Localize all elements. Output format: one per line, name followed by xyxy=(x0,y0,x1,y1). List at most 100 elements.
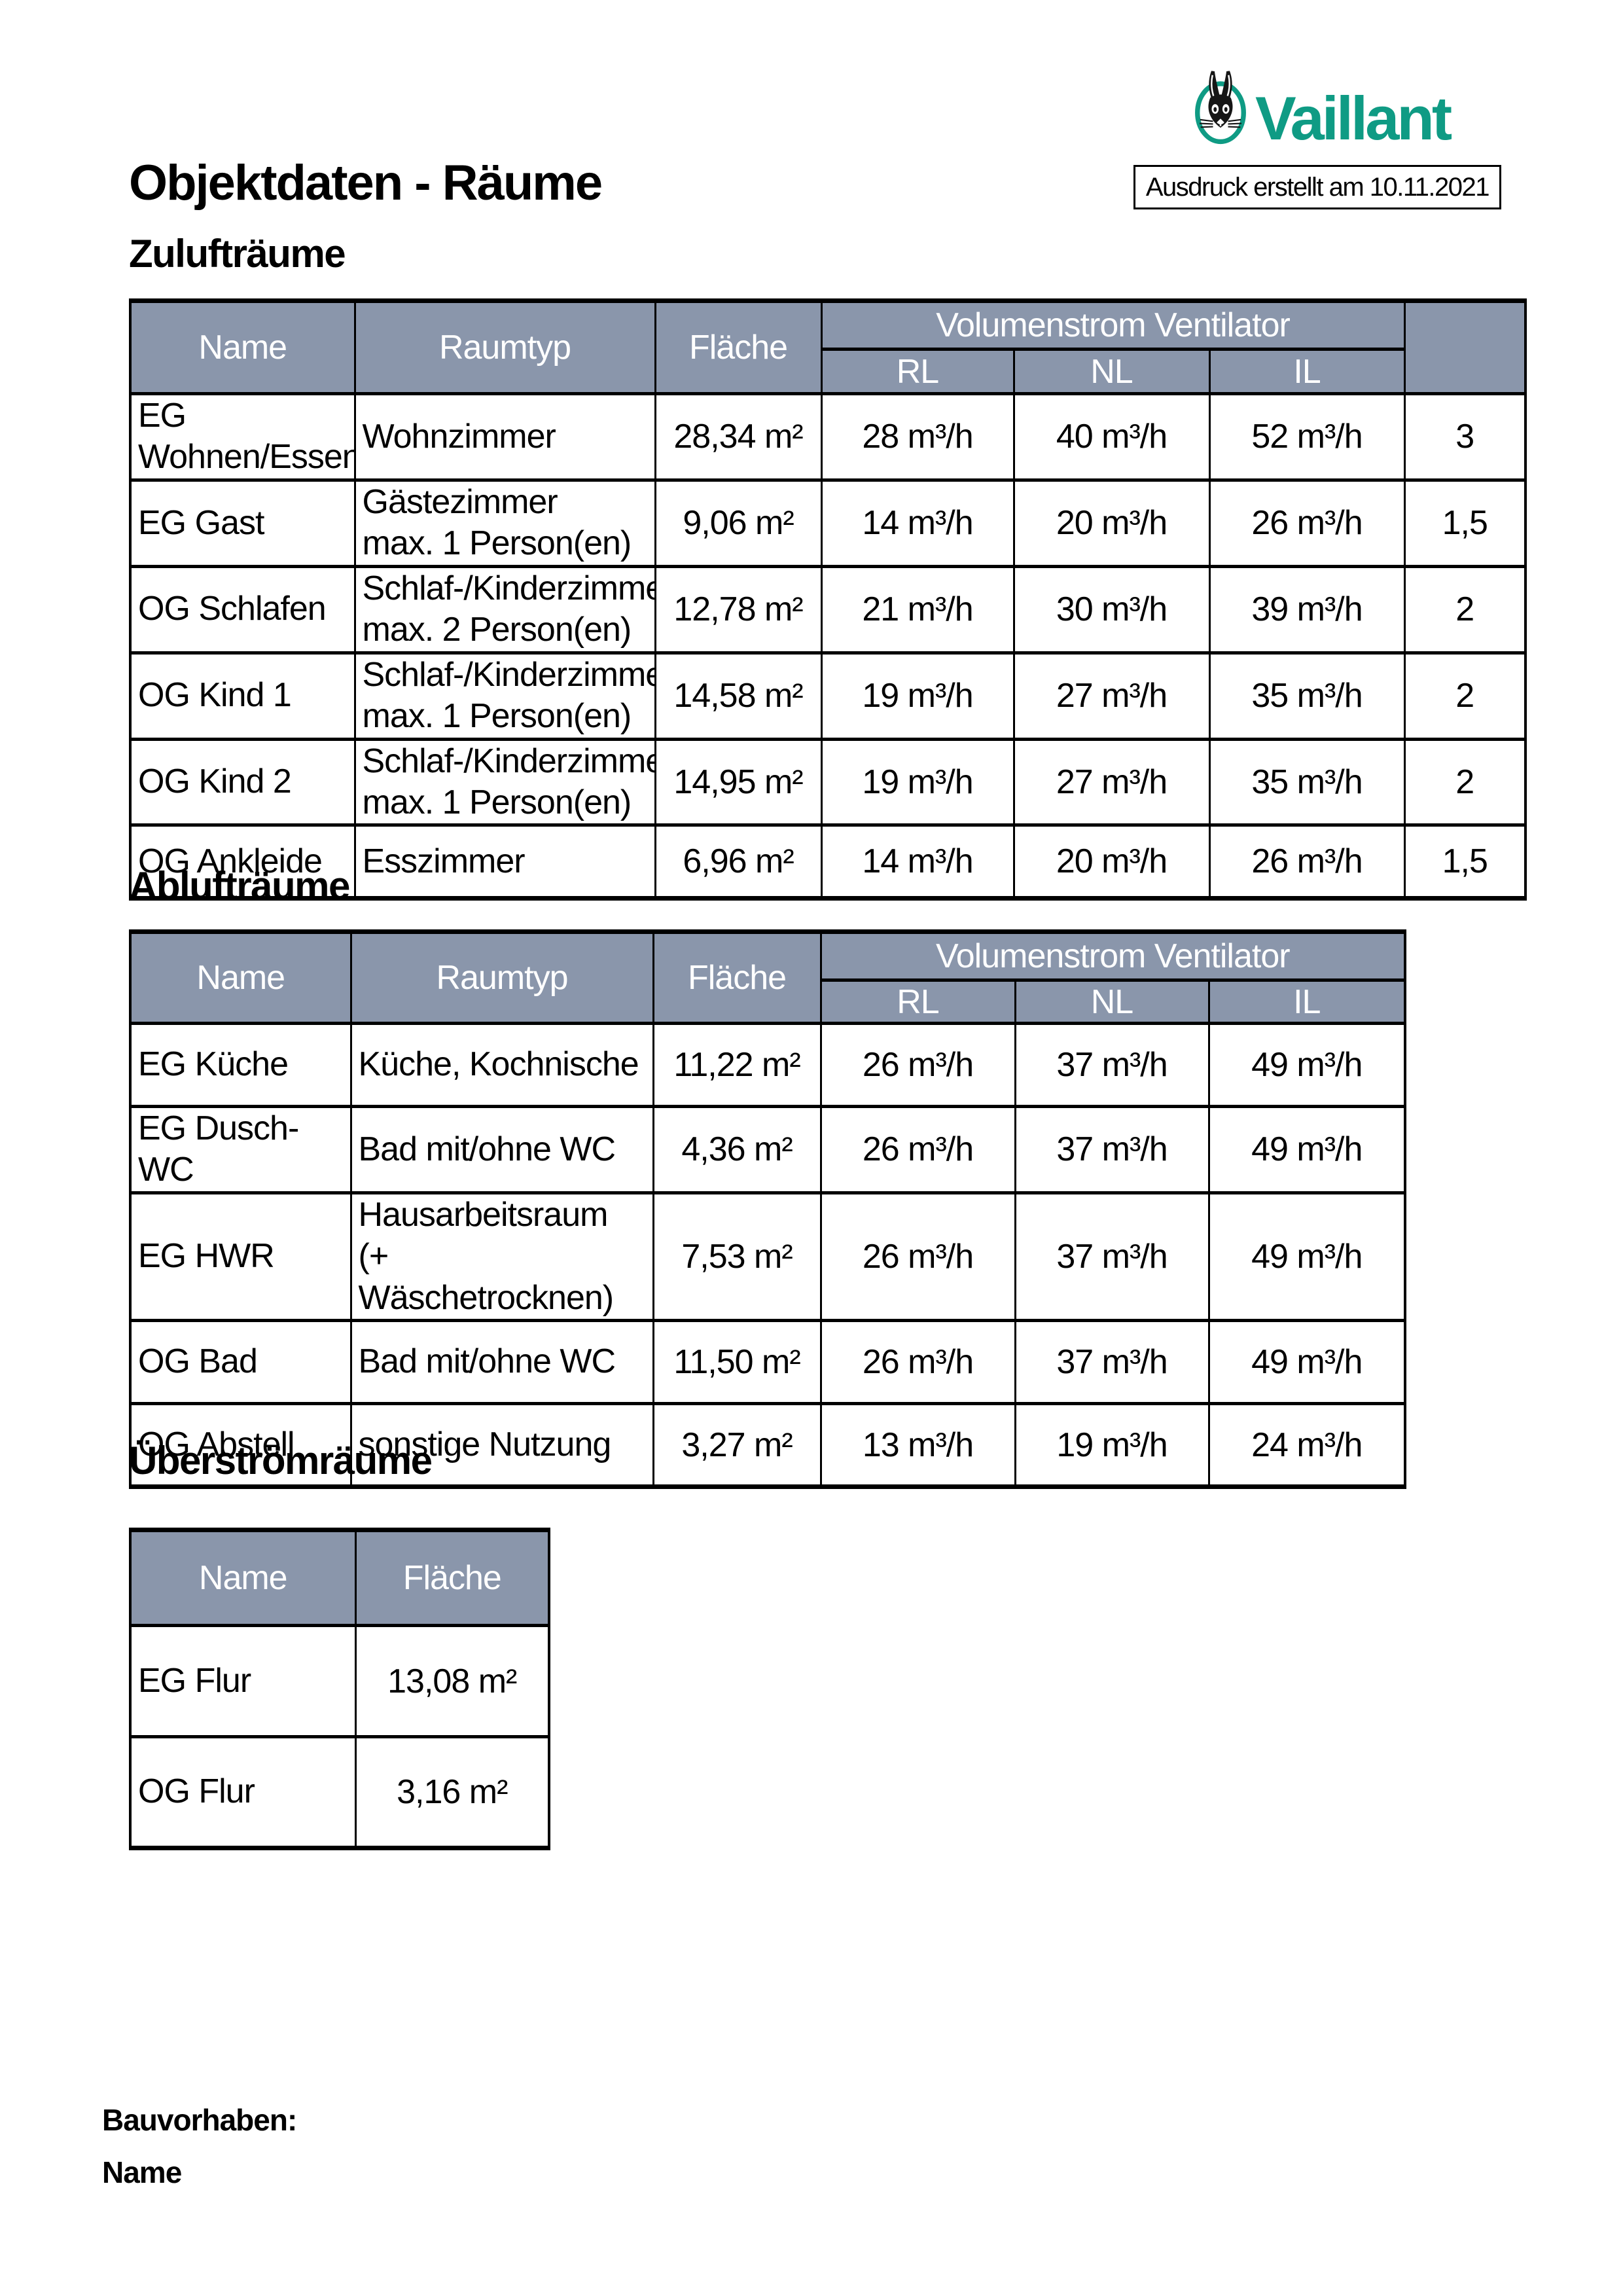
cell-flaeche: 11,50 m² xyxy=(652,1319,822,1406)
zuluft-table: Name Raumtyp Fläche Volumenstrom Ventila… xyxy=(129,298,1527,901)
table-row: EG Flur 13,08 m² xyxy=(129,1624,550,1738)
cell-extra: 1,5 xyxy=(1403,478,1527,568)
cell-il: 35 m³/h xyxy=(1208,737,1406,827)
cell-flaeche: 6,96 m² xyxy=(654,823,823,901)
cell-raumtyp: Wohnzimmer xyxy=(353,392,656,482)
col-header-rl: RL xyxy=(820,348,1015,395)
col-header-nl: NL xyxy=(1012,348,1211,395)
section-heading-ueberstroem: Überströmräume xyxy=(129,1439,433,1482)
cell-name: OG Kind 1 xyxy=(129,651,356,741)
cell-nl: 37 m³/h xyxy=(1014,1022,1210,1108)
cell-rl: 26 m³/h xyxy=(819,1319,1016,1406)
table-row: OG Kind 1 Schlaf-/Kinderzimmer max. 1 Pe… xyxy=(129,651,1527,741)
cell-raumtyp: Schlaf-/Kinderzimmer max. 1 Person(en) xyxy=(353,737,656,827)
cell-raumtyp: Esszimmer xyxy=(353,823,656,901)
ueberstroem-header-row: Name Fläche xyxy=(129,1528,550,1627)
cell-il: 49 m³/h xyxy=(1207,1022,1406,1108)
cell-nl: 19 m³/h xyxy=(1014,1402,1210,1489)
col-header-raumtyp: Raumtyp xyxy=(349,930,654,1025)
cell-raumtyp: sonstige Nutzung xyxy=(349,1402,654,1489)
cell-raumtyp: Bad mit/ohne WC xyxy=(349,1105,654,1194)
table-row: EG HWR Hausarbeitsraum (+ Wäschetrocknen… xyxy=(129,1191,1406,1323)
cell-il: 49 m³/h xyxy=(1207,1105,1406,1194)
col-header-rl: RL xyxy=(819,978,1016,1025)
cell-flaeche: 12,78 m² xyxy=(654,564,823,655)
cell-extra: 2 xyxy=(1403,564,1527,655)
cell-flaeche: 7,53 m² xyxy=(652,1191,822,1323)
cell-il: 49 m³/h xyxy=(1207,1191,1406,1323)
cell-name: EG Gast xyxy=(129,478,356,568)
cell-il: 49 m³/h xyxy=(1207,1319,1406,1406)
footer: Bauvorhaben: Name xyxy=(102,2102,297,2190)
abluft-header-row-2: RL NL IL xyxy=(130,978,1406,1025)
cell-flaeche: 14,95 m² xyxy=(654,737,823,827)
col-header-il: IL xyxy=(1208,348,1406,395)
vaillant-wordmark: Vaillant xyxy=(1255,84,1452,152)
cell-name: OG Bad xyxy=(129,1319,352,1406)
table-row: OG Abstell sonstige Nutzung 3,27 m² 13 m… xyxy=(129,1402,1406,1489)
cell-raumtyp: Schlaf-/Kinderzimmer max. 2 Person(en) xyxy=(353,564,656,655)
cell-name: OG Abstell xyxy=(129,1402,352,1489)
table-row: EG Küche Küche, Kochnische 11,22 m² 26 m… xyxy=(129,1022,1406,1108)
cell-flaeche: 28,34 m² xyxy=(654,392,823,482)
col-header-name: Name xyxy=(129,1528,357,1627)
cell-il: 26 m³/h xyxy=(1208,478,1406,568)
table-row: EG Wohnen/Essen Wohnzimmer 28,34 m² 28 m… xyxy=(129,392,1527,482)
cell-flaeche: 3,27 m² xyxy=(652,1402,822,1489)
cell-nl: 37 m³/h xyxy=(1014,1191,1210,1323)
cell-il: 52 m³/h xyxy=(1208,392,1406,482)
page-title: Objektdaten - Räume xyxy=(129,155,603,211)
cell-rl: 19 m³/h xyxy=(820,651,1015,741)
cell-nl: 27 m³/h xyxy=(1012,651,1211,741)
col-header-nl: NL xyxy=(1014,978,1210,1025)
cell-nl: 20 m³/h xyxy=(1012,823,1211,901)
col-header-flaeche: Fläche xyxy=(652,930,822,1025)
table-row: EG Dusch-WC Bad mit/ohne WC 4,36 m² 26 m… xyxy=(129,1105,1406,1194)
cell-raumtyp: Hausarbeitsraum (+ Wäschetrocknen) xyxy=(349,1191,654,1323)
cell-name: EG Wohnen/Essen xyxy=(129,392,356,482)
cell-nl: 37 m³/h xyxy=(1014,1319,1210,1406)
abluft-table: Name Raumtyp Fläche Volumenstrom Ventila… xyxy=(129,929,1406,1490)
section-heading-abluft: Ablufträume xyxy=(129,864,350,908)
col-header-name: Name xyxy=(129,299,356,395)
col-header-name: Name xyxy=(129,930,352,1025)
cell-nl: 20 m³/h xyxy=(1012,478,1211,568)
cell-flaeche: 9,06 m² xyxy=(654,478,823,568)
table-row: OG Kind 2 Schlaf-/Kinderzimmer max. 1 Pe… xyxy=(129,737,1527,827)
cell-nl: 37 m³/h xyxy=(1014,1105,1210,1194)
cell-extra: 2 xyxy=(1403,737,1527,827)
cell-il: 26 m³/h xyxy=(1208,823,1406,901)
cell-rl: 28 m³/h xyxy=(820,392,1015,482)
cell-rl: 26 m³/h xyxy=(819,1105,1016,1194)
cell-name: OG Kind 2 xyxy=(129,737,356,827)
table-row: OG Schlafen Schlaf-/Kinderzimmer max. 2 … xyxy=(129,564,1527,655)
cell-flaeche: 4,36 m² xyxy=(652,1105,822,1194)
cell-name: OG Ankleide xyxy=(129,823,356,901)
cell-extra: 3 xyxy=(1403,392,1527,482)
cell-rl: 19 m³/h xyxy=(820,737,1015,827)
ueberstroem-table: Name Fläche EG Flur 13,08 m² OG Flur 3,1… xyxy=(129,1528,550,1850)
vaillant-hare-icon xyxy=(1195,71,1246,145)
cell-flaeche: 13,08 m² xyxy=(354,1624,550,1738)
zuluft-header-row-1: Name Raumtyp Fläche Volumenstrom Ventila… xyxy=(129,299,1527,395)
cell-raumtyp: Schlaf-/Kinderzimmer max. 1 Person(en) xyxy=(353,651,656,741)
cell-nl: 27 m³/h xyxy=(1012,737,1211,827)
col-header-flaeche: Fläche xyxy=(654,299,823,395)
cell-name: OG Schlafen xyxy=(129,564,356,655)
table-row: OG Flur 3,16 m² xyxy=(129,1735,550,1850)
project-label: Bauvorhaben: xyxy=(102,2103,297,2137)
cell-nl: 30 m³/h xyxy=(1012,564,1211,655)
print-date-text: Ausdruck erstellt am 10.11.2021 xyxy=(1145,172,1490,202)
cell-name: EG HWR xyxy=(129,1191,352,1323)
cell-flaeche: 14,58 m² xyxy=(654,651,823,741)
col-header-extra xyxy=(1403,299,1527,395)
zuluft-header-row-2: RL NL IL xyxy=(130,348,1525,395)
cell-il: 24 m³/h xyxy=(1207,1402,1406,1489)
cell-raumtyp: Gästezimmer max. 1 Person(en) xyxy=(353,478,656,568)
cell-rl: 13 m³/h xyxy=(819,1402,1016,1489)
cell-rl: 14 m³/h xyxy=(820,823,1015,901)
cell-raumtyp: Bad mit/ohne WC xyxy=(349,1319,654,1406)
col-header-flaeche: Fläche xyxy=(354,1528,550,1627)
cell-extra: 1,5 xyxy=(1403,823,1527,901)
cell-rl: 14 m³/h xyxy=(820,478,1015,568)
